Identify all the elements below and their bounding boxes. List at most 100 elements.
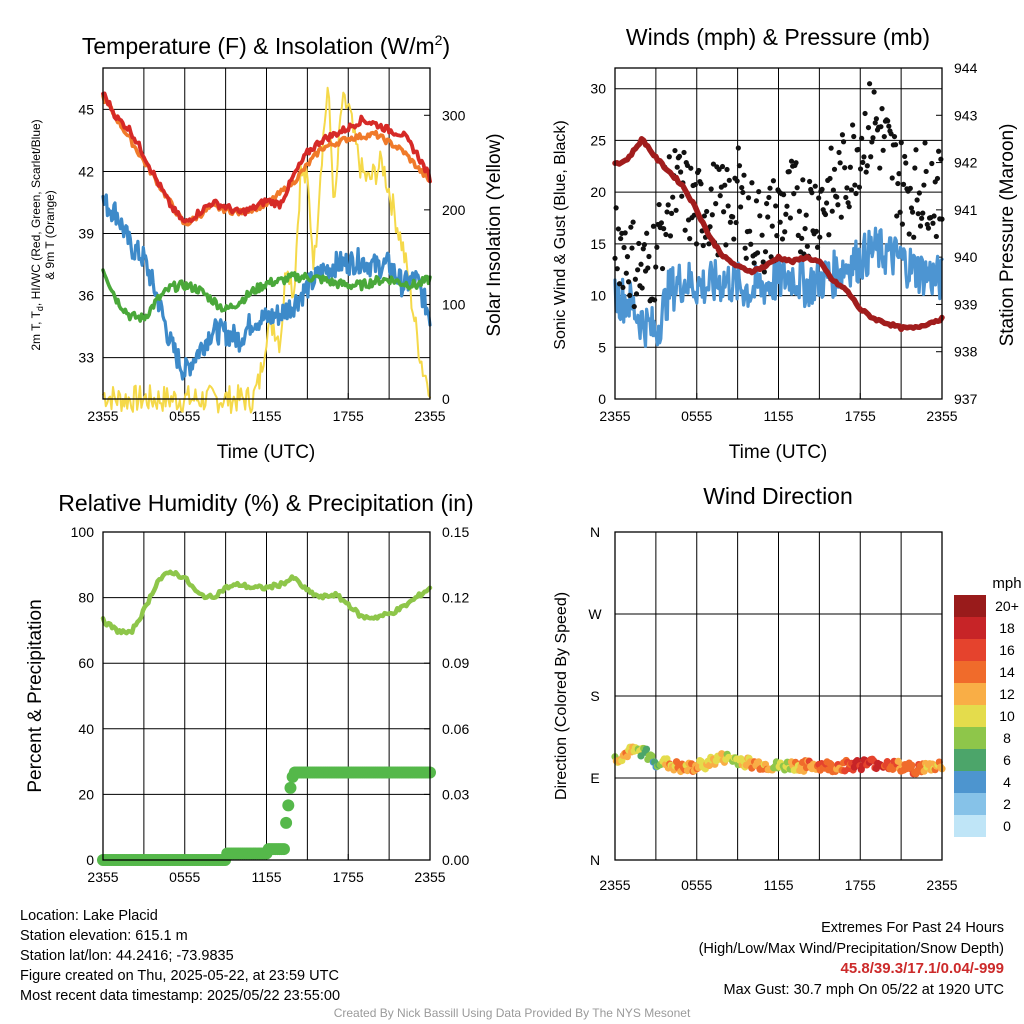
gust-point (896, 171, 902, 177)
gust-point (783, 211, 789, 217)
gust-point (891, 133, 898, 140)
gust-point (725, 203, 731, 209)
gust-point (915, 211, 921, 217)
gust-point (623, 270, 629, 276)
precip-point (280, 816, 293, 829)
gust-point (730, 214, 736, 220)
gust-point (803, 212, 809, 218)
gust-point (845, 200, 851, 206)
wind-ytick-right-label: 942 (954, 155, 978, 171)
gust-point (760, 259, 766, 265)
gust-point (809, 190, 815, 196)
temp-ytick-label: 45 (78, 101, 94, 117)
gust-point (898, 140, 904, 146)
pressure-line (612, 136, 945, 333)
wind-ytick-label: 15 (590, 236, 606, 252)
rh-chart-ylabel: Percent & Precipitation (25, 599, 46, 792)
gust-point (794, 185, 800, 191)
gust-point (812, 183, 818, 189)
colorbar-swatch (954, 661, 986, 683)
temp-ytick-right-label: 0 (442, 391, 450, 407)
gust-point (706, 241, 712, 247)
gust-point (770, 178, 777, 184)
latlon-text: Station lat/lon: 44.2416; -73.9835 (20, 948, 234, 964)
gust-point (865, 124, 872, 131)
gust-point (907, 185, 913, 191)
gust-point (933, 233, 939, 240)
precip-point (284, 781, 297, 794)
gust-point (853, 190, 859, 197)
rh-ytick-right-label: 0.12 (442, 590, 469, 606)
gust-point (704, 208, 710, 215)
gust-point (708, 186, 714, 192)
colorbar-label: 6 (1003, 752, 1011, 768)
gust-point (658, 220, 664, 226)
gust-point (616, 281, 623, 287)
rh-xtick-label: 1155 (251, 869, 281, 885)
gust-point (754, 250, 761, 256)
gust-point (696, 167, 702, 174)
direction-point (672, 758, 681, 766)
gust-point (644, 230, 650, 236)
gust-point (653, 264, 659, 270)
rh-ytick-right-label: 0.03 (442, 786, 469, 802)
gust-point (629, 245, 635, 251)
direction-point (623, 753, 631, 761)
temp-ytick-label: 36 (78, 288, 94, 304)
gust-point (920, 210, 926, 216)
gust-point (709, 212, 715, 218)
colorbar-label: 0 (1003, 818, 1011, 834)
temp-plot-border (102, 67, 431, 400)
direction-point (883, 758, 891, 766)
gust-point (639, 285, 645, 291)
gust-point (844, 185, 850, 191)
gust-point (872, 120, 878, 126)
gust-point (906, 231, 912, 237)
gust-point (731, 236, 737, 242)
gust-point (743, 255, 749, 261)
gust-point (693, 241, 700, 247)
gust-point (630, 219, 636, 225)
gust-point (701, 213, 707, 219)
gust-point (913, 147, 919, 153)
gust-point (777, 219, 783, 225)
gust-point (843, 194, 849, 201)
gust-point (804, 243, 810, 249)
rh-ytick-label: 100 (71, 524, 95, 540)
gust-point (759, 232, 765, 238)
gust-point (813, 228, 820, 234)
gust-point (816, 195, 822, 201)
gust-point (769, 223, 775, 229)
gust-point (929, 160, 935, 167)
gust-point (879, 106, 885, 112)
gust-point (870, 135, 876, 141)
gust-point (767, 185, 773, 191)
gust-point (745, 195, 752, 201)
gust-point (834, 194, 840, 200)
dir-chart-title: Wind Direction (703, 483, 853, 509)
gust-point (869, 139, 875, 145)
gust-point (847, 164, 853, 170)
rh-ytick-label: 40 (78, 721, 94, 737)
gust-point (666, 154, 672, 160)
gust-point (807, 178, 813, 185)
gust-point (674, 164, 680, 170)
gust-point (627, 292, 633, 298)
elevation-text: Station elevation: 615.1 m (20, 928, 188, 944)
gust-point (823, 200, 830, 206)
gust-point (916, 190, 922, 196)
gust-point (757, 213, 763, 219)
gust-point (826, 232, 832, 238)
gust-point (672, 147, 678, 154)
dir-ytick-label: S (590, 688, 599, 704)
colorbar-swatch (954, 617, 986, 639)
gust-point (779, 236, 786, 242)
gust-point (868, 154, 874, 160)
temp-chart-ylabel: 2m T, Td, HI/WC (Red, Green, Scarlet/Blu… (29, 119, 57, 350)
gust-point (633, 291, 640, 297)
colorbar-label: 4 (1003, 774, 1011, 790)
gust-point (836, 149, 842, 156)
max-gust-text: Max Gust: 30.7 mph On 05/22 at 1920 UTC (723, 981, 1004, 998)
wind-ytick-right-label: 943 (954, 107, 978, 123)
